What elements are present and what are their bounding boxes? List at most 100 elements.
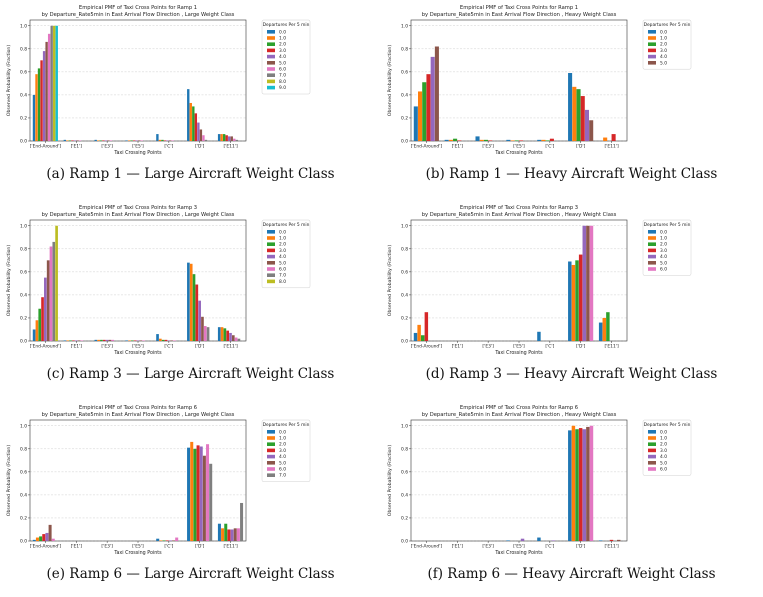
- bar-1.0-6: [220, 327, 224, 341]
- bar-2.0-3: [130, 140, 133, 141]
- x-axis-label: Taxi Crossing Points: [113, 150, 162, 156]
- y-tick-label: 0.4: [20, 293, 27, 299]
- x-tick-label: ['E1']: [452, 544, 464, 550]
- bar-7.0-5: [209, 463, 213, 541]
- bar-5.0-4: [172, 540, 176, 541]
- bar-3.0-5: [194, 113, 198, 141]
- bar-1.0-5: [571, 264, 576, 341]
- bar-0.0-4: [156, 538, 160, 541]
- bar-4.0-0: [45, 532, 49, 541]
- x-tick-label: ['C']: [545, 544, 554, 550]
- y-tick-label: 0.0: [20, 339, 27, 345]
- bar-8.0-0: [53, 25, 56, 142]
- plot-frame: [29, 219, 247, 342]
- bar-6.0-6: [233, 138, 236, 141]
- y-tick-label: 0.0: [401, 539, 408, 545]
- y-tick-label: 0.2: [401, 316, 408, 322]
- bar-2.0-0: [39, 536, 43, 541]
- bar-0.0-2: [475, 136, 480, 141]
- bar-5.0-1: [77, 340, 81, 341]
- legend-swatch: [267, 430, 275, 434]
- bar-6.0-1: [78, 140, 82, 141]
- bar-0.0-4: [537, 139, 542, 141]
- chart-title: Empirical PMF of Taxi Cross Points for R…: [460, 5, 578, 11]
- chart-title: Empirical PMF of Taxi Cross Points for R…: [460, 405, 578, 411]
- bar-4.0-6: [230, 529, 234, 541]
- bar-0.0-4: [537, 537, 541, 541]
- x-tick-label: ['E5']: [132, 144, 144, 150]
- bar-4.0-6: [228, 136, 231, 141]
- x-tick-label: ['E3']: [101, 344, 113, 350]
- bar-5.0-0: [48, 524, 52, 541]
- y-tick-label: 0.6: [401, 469, 408, 475]
- bar-5.0-0: [46, 260, 50, 341]
- x-axis-label: Taxi Crossing Points: [494, 550, 543, 556]
- caption-b: (b) Ramp 1 — Heavy Aircraft Weight Class: [425, 166, 718, 182]
- y-tick-label: 0.2: [401, 516, 408, 522]
- bar-7.0-6: [237, 338, 241, 341]
- legend-label: 0.0: [279, 29, 286, 35]
- bar-4.0-5: [198, 300, 201, 341]
- bar-6.0-4: [173, 340, 176, 341]
- bar-1.0-6: [602, 317, 606, 341]
- bar-3.0-6: [225, 135, 228, 141]
- caption-e: (e) Ramp 6 — Large Aircraft Weight Class: [46, 566, 335, 582]
- bar-4.0-2: [105, 339, 109, 341]
- x-tick-label: ['E3']: [482, 544, 494, 550]
- legend-label: 1.0: [660, 36, 667, 42]
- bar-4.0-0: [44, 277, 47, 341]
- chart-panel-d: Empirical PMF of Taxi Cross Points for R…: [381, 200, 762, 397]
- chart-subtitle: by Departure_Rate5min in East Arrival Fl…: [42, 12, 235, 18]
- legend-swatch: [267, 248, 275, 253]
- y-tick-label: 0.4: [401, 493, 408, 499]
- legend-swatch: [648, 36, 656, 40]
- bar-6.0-1: [80, 340, 84, 341]
- bar-7.0-5: [206, 327, 210, 341]
- legend-swatch: [267, 85, 275, 90]
- bar-5.0-4: [168, 140, 172, 141]
- legend-label: 6.0: [660, 467, 667, 473]
- bar-3.0-0: [424, 312, 429, 341]
- bar-1.0-4: [159, 540, 163, 541]
- y-tick-label: 0.8: [20, 246, 27, 252]
- bar-1.0-0: [417, 91, 423, 141]
- plot-frame: [29, 19, 247, 142]
- legend-label: 4.0: [660, 254, 667, 260]
- bar-3.0-3: [519, 140, 524, 141]
- plot-frame: [410, 19, 628, 142]
- y-tick-label: 0.2: [20, 516, 27, 522]
- bar-4.0-1: [73, 140, 77, 141]
- bar-6.0-0: [49, 246, 53, 341]
- legend-label: 2.0: [279, 42, 286, 48]
- x-tick-label: ['E11']: [223, 544, 237, 550]
- legend-swatch: [648, 436, 656, 440]
- bar-2.0-3: [514, 140, 519, 141]
- legend-title: Departures Per 5 min: [263, 222, 310, 228]
- x-tick-label: ['End-Around']: [411, 344, 443, 350]
- y-tick-label: 0.4: [401, 293, 408, 299]
- legend-swatch: [648, 248, 656, 253]
- y-tick-label: 0.0: [401, 139, 408, 145]
- bar-2.0-6: [224, 523, 228, 541]
- chart-subtitle: by Departure_Rate5min in East Arrival Fl…: [422, 412, 617, 418]
- legend-swatch: [267, 461, 275, 465]
- legend-label: 6.0: [279, 67, 286, 73]
- bar-4.0-2: [104, 140, 107, 141]
- chart-title: Empirical PMF of Taxi Cross Points for R…: [79, 205, 197, 211]
- bar-0.0-1: [63, 139, 67, 141]
- x-axis-label: Taxi Crossing Points: [494, 150, 543, 156]
- bar-6.0-4: [175, 537, 179, 541]
- bar-1.0-6: [221, 528, 225, 541]
- legend-label: 7.0: [279, 73, 286, 79]
- bar-3.0-0: [40, 60, 43, 142]
- legend-swatch: [267, 279, 275, 284]
- bar-5.0-6: [230, 136, 233, 141]
- bar-7.0-0: [50, 25, 53, 142]
- bar-1.0-5: [572, 86, 577, 141]
- legend-box: [642, 419, 692, 476]
- bar-7.0-0: [52, 241, 56, 341]
- x-tick-label: ['D']: [576, 544, 586, 550]
- chart-title: Empirical PMF of Taxi Cross Points for R…: [460, 205, 578, 211]
- bar-2.0-0: [422, 82, 427, 141]
- bar-4.0-6: [229, 332, 232, 341]
